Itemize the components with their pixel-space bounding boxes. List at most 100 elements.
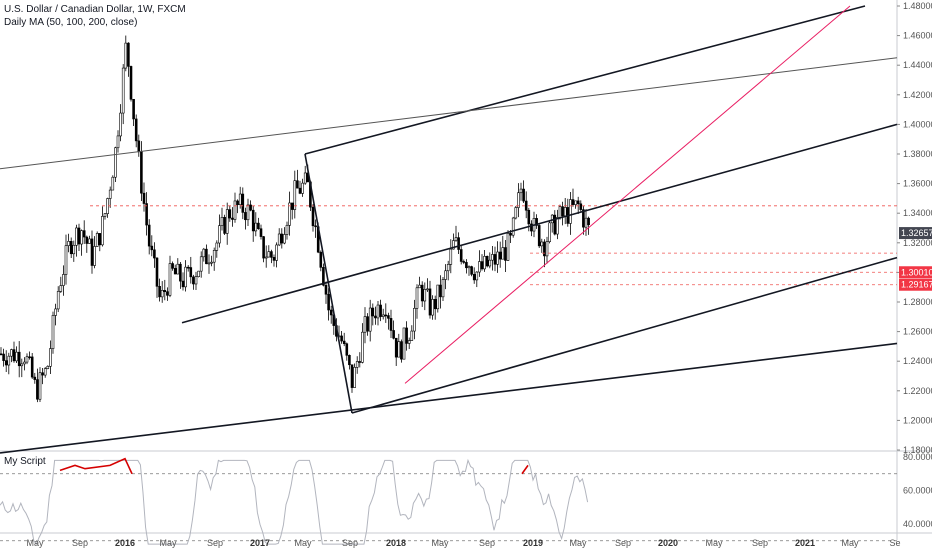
candle-up xyxy=(267,251,271,258)
upper-channel-line xyxy=(304,5,866,155)
candle-down xyxy=(493,254,497,265)
candle-up xyxy=(355,361,359,368)
candle-down xyxy=(504,247,507,261)
candle-up xyxy=(584,217,588,228)
candle-up xyxy=(423,289,427,302)
y-tick-label: 1.26000 xyxy=(903,327,932,337)
candle-down xyxy=(348,355,351,366)
candle-down xyxy=(420,284,424,302)
price-tag-box xyxy=(899,266,932,279)
candle-up xyxy=(488,259,492,267)
y-tick-label: 1.44000 xyxy=(903,60,932,70)
candle-up xyxy=(212,250,216,263)
candle-up xyxy=(475,271,479,281)
candle-down xyxy=(150,245,154,251)
candle-up xyxy=(483,256,486,270)
candle-down xyxy=(134,118,138,142)
price-tag-box xyxy=(899,227,932,240)
candle-down xyxy=(69,241,73,255)
candle-down xyxy=(470,266,473,275)
candle-up xyxy=(454,237,458,241)
candle-up xyxy=(15,351,18,362)
y-tick-label: 1.22000 xyxy=(903,386,932,396)
candle-down xyxy=(140,151,143,194)
candle-down xyxy=(241,193,245,213)
candle-down xyxy=(257,222,260,230)
candle-down xyxy=(189,267,193,278)
candle-down xyxy=(296,180,299,189)
candle-down xyxy=(298,187,302,194)
candle-down xyxy=(223,216,226,234)
dashed-levels xyxy=(90,205,897,286)
candle-up xyxy=(75,227,78,246)
candle-up xyxy=(563,207,567,217)
candle-down xyxy=(319,251,323,268)
candle-down xyxy=(145,203,148,226)
candle-down xyxy=(543,241,546,257)
candle-up xyxy=(264,256,268,259)
candle-down xyxy=(537,225,541,247)
candle-down xyxy=(262,236,265,259)
candle-down xyxy=(244,212,247,221)
candle-down xyxy=(582,209,585,228)
candle-up xyxy=(116,135,120,149)
candle-down xyxy=(251,209,255,232)
candle-up xyxy=(210,261,213,264)
candle-down xyxy=(28,356,31,359)
candle-down xyxy=(280,233,284,244)
candle-up xyxy=(199,256,203,272)
candle-up xyxy=(569,199,572,224)
candle-down xyxy=(576,200,580,205)
candle-down xyxy=(90,238,94,266)
candle-down xyxy=(587,217,590,226)
candle-up xyxy=(54,308,57,316)
candle-up xyxy=(95,233,99,247)
candle-down xyxy=(36,379,39,400)
drop-leg-line xyxy=(304,153,353,414)
x-tick-label: Se xyxy=(889,538,900,548)
candle-up xyxy=(246,204,250,221)
candle-down xyxy=(571,199,575,205)
candle-down xyxy=(129,66,133,100)
candles xyxy=(0,35,590,403)
candle-down xyxy=(394,337,398,358)
candle-up xyxy=(514,207,518,219)
y-tick-label: 1.34000 xyxy=(903,208,932,218)
candle-up xyxy=(545,241,549,257)
y-tick-label: 1.42000 xyxy=(903,90,932,100)
candle-up xyxy=(277,233,281,246)
candle-up xyxy=(283,234,286,244)
candle-down xyxy=(163,290,167,293)
candle-up xyxy=(285,224,289,235)
y-tick-label: 1.40000 xyxy=(903,119,932,129)
candle-up xyxy=(59,285,63,292)
x-tick-label: 2019 xyxy=(523,538,543,548)
price-tag-label: 1.29167 xyxy=(901,280,932,290)
x-tick-label: Sep xyxy=(479,538,495,548)
candle-up xyxy=(103,213,107,217)
candle-down xyxy=(527,209,531,225)
candle-down xyxy=(561,206,564,217)
candle-down xyxy=(530,223,533,232)
candle-up xyxy=(519,188,523,194)
candle-down xyxy=(132,98,135,120)
x-tick-label: 2018 xyxy=(386,538,406,548)
candle-up xyxy=(293,180,297,210)
y-tick-label: 1.24000 xyxy=(903,356,932,366)
x-tick-label: Sep xyxy=(207,538,223,548)
candle-down xyxy=(392,330,395,339)
candle-down xyxy=(329,309,333,316)
candle-up xyxy=(220,216,224,226)
candle-down xyxy=(366,316,369,332)
candle-down xyxy=(30,356,34,378)
osc-line xyxy=(0,458,589,546)
x-tick-label: 2017 xyxy=(250,538,270,548)
candle-up xyxy=(361,331,364,363)
candle-up xyxy=(202,248,206,258)
candle-up xyxy=(517,192,520,208)
x-tick-label: May xyxy=(569,538,587,548)
oscillator-pane: 80.00000 60.00000 40.00000 xyxy=(0,452,932,546)
x-tick-label: May xyxy=(705,538,723,548)
y-tick-label: 1.28000 xyxy=(903,297,932,307)
